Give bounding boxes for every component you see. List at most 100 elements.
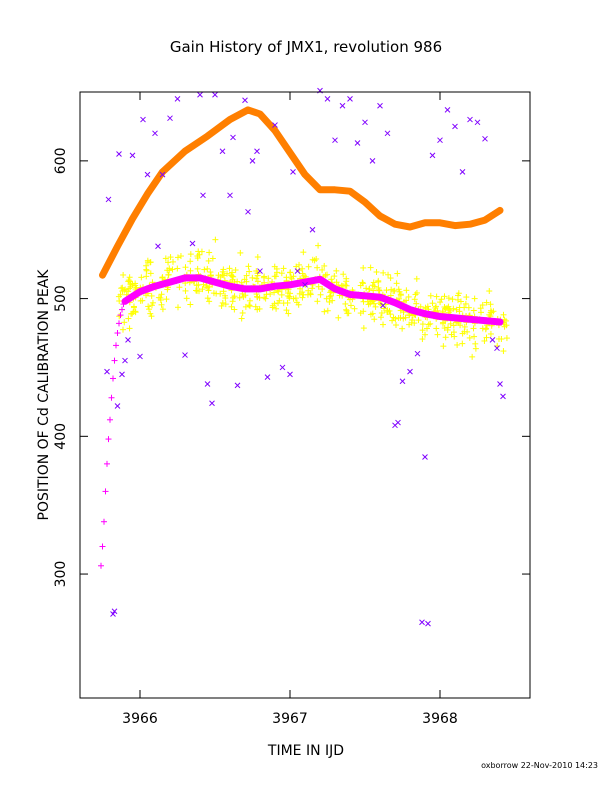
data-point-yellow bbox=[429, 300, 436, 307]
data-point-yellow bbox=[413, 289, 420, 296]
data-point-yellow bbox=[145, 303, 152, 310]
footer-credit: oxborrow 22-Nov-2010 14:23 bbox=[481, 761, 598, 770]
data-point-yellow bbox=[433, 325, 440, 332]
data-point-yellow bbox=[321, 262, 328, 269]
data-point-yellow bbox=[366, 285, 373, 292]
data-point-yellow bbox=[132, 282, 139, 289]
data-point-yellow bbox=[174, 304, 181, 311]
data-point-purple bbox=[152, 130, 158, 137]
data-point-yellow bbox=[253, 267, 260, 274]
data-point-yellow bbox=[290, 295, 297, 302]
data-point-yellow bbox=[501, 323, 508, 330]
axes-ticks: 3966 3967 3968 300 400 500 600 bbox=[53, 92, 530, 727]
data-point-purple bbox=[494, 345, 500, 352]
data-point-yellow bbox=[300, 291, 307, 298]
data-point-yellow bbox=[363, 285, 370, 292]
data-point-yellow bbox=[143, 267, 150, 274]
data-point-yellow bbox=[231, 306, 238, 313]
data-point-yellow bbox=[265, 275, 272, 282]
data-point-yellow bbox=[423, 325, 430, 332]
data-point-yellow bbox=[427, 292, 434, 299]
data-point-yellow bbox=[205, 287, 212, 294]
data-point-purple bbox=[264, 374, 271, 380]
data-point-purple bbox=[155, 243, 161, 250]
data-point-purple bbox=[137, 353, 143, 360]
data-point-purple bbox=[219, 148, 226, 155]
data-point-purple bbox=[189, 240, 196, 247]
data-point-purple bbox=[209, 400, 215, 407]
data-point-yellow bbox=[138, 274, 145, 281]
data-point-yellow bbox=[347, 302, 354, 309]
data-point-yellow bbox=[433, 303, 440, 310]
data-point-purple bbox=[167, 115, 173, 122]
data-point-purple bbox=[302, 281, 308, 288]
data-point-yellow bbox=[470, 325, 477, 332]
data-point-yellow bbox=[437, 299, 444, 306]
data-point-purple bbox=[105, 196, 112, 203]
data-point-yellow bbox=[389, 317, 396, 324]
data-point-yellow bbox=[249, 274, 256, 281]
data-point-magenta bbox=[122, 298, 128, 305]
data-point-purple bbox=[362, 119, 368, 126]
data-point-yellow bbox=[450, 305, 457, 312]
data-point-purple bbox=[354, 140, 361, 146]
data-point-yellow bbox=[324, 307, 331, 314]
data-point-yellow bbox=[329, 297, 336, 304]
data-point-purple bbox=[380, 302, 386, 309]
data-point-yellow bbox=[372, 303, 379, 310]
data-point-yellow bbox=[286, 293, 293, 300]
data-point-yellow bbox=[116, 313, 123, 320]
data-point-yellow bbox=[440, 343, 447, 350]
data-point-yellow bbox=[305, 287, 312, 294]
data-point-yellow bbox=[365, 301, 372, 308]
data-point-purple bbox=[422, 454, 428, 460]
data-point-purple bbox=[116, 151, 122, 157]
data-point-yellow bbox=[218, 302, 225, 309]
data-point-purple bbox=[369, 158, 376, 164]
data-point-purple bbox=[467, 116, 473, 123]
data-point-yellow bbox=[159, 274, 166, 281]
data-point-yellow bbox=[459, 340, 466, 347]
data-point-yellow bbox=[271, 289, 278, 296]
data-point-yellow bbox=[220, 266, 227, 273]
data-point-yellow bbox=[434, 331, 441, 338]
data-point-yellow bbox=[273, 269, 280, 276]
data-point-purple bbox=[104, 368, 110, 375]
data-point-purple bbox=[429, 152, 436, 159]
data-point-yellow bbox=[130, 304, 137, 311]
data-point-yellow bbox=[159, 306, 166, 313]
data-point-yellow bbox=[408, 319, 415, 326]
data-point-yellow bbox=[284, 290, 291, 297]
data-point-yellow bbox=[287, 269, 294, 276]
x-tick-label: 3968 bbox=[422, 711, 458, 727]
data-point-yellow bbox=[442, 334, 449, 341]
data-point-yellow bbox=[391, 287, 398, 294]
data-point-yellow bbox=[239, 309, 246, 316]
data-point-purple bbox=[227, 192, 233, 199]
data-point-purple bbox=[144, 171, 151, 178]
data-point-yellow bbox=[204, 265, 211, 272]
data-point-yellow bbox=[454, 292, 461, 299]
data-point-magenta bbox=[107, 416, 113, 423]
data-point-yellow bbox=[228, 303, 235, 310]
data-point-yellow bbox=[367, 264, 374, 271]
data-point-yellow bbox=[219, 299, 226, 306]
data-point-purple bbox=[332, 137, 338, 144]
data-point-yellow bbox=[449, 296, 456, 303]
data-point-yellow bbox=[260, 274, 267, 281]
data-point-yellow bbox=[206, 283, 213, 290]
data-point-yellow bbox=[478, 309, 485, 316]
data-point-yellow bbox=[246, 302, 253, 309]
data-point-yellow bbox=[125, 288, 132, 295]
data-point-yellow bbox=[163, 296, 170, 303]
data-point-purple bbox=[111, 608, 118, 615]
data-point-yellow bbox=[148, 292, 155, 299]
data-point-yellow bbox=[148, 302, 155, 309]
data-point-yellow bbox=[200, 281, 207, 288]
data-point-magenta bbox=[104, 460, 110, 467]
data-point-yellow bbox=[199, 286, 206, 293]
data-point-yellow bbox=[125, 277, 132, 284]
data-point-yellow bbox=[194, 253, 201, 260]
data-point-yellow bbox=[427, 320, 434, 327]
data-point-yellow bbox=[393, 280, 400, 287]
